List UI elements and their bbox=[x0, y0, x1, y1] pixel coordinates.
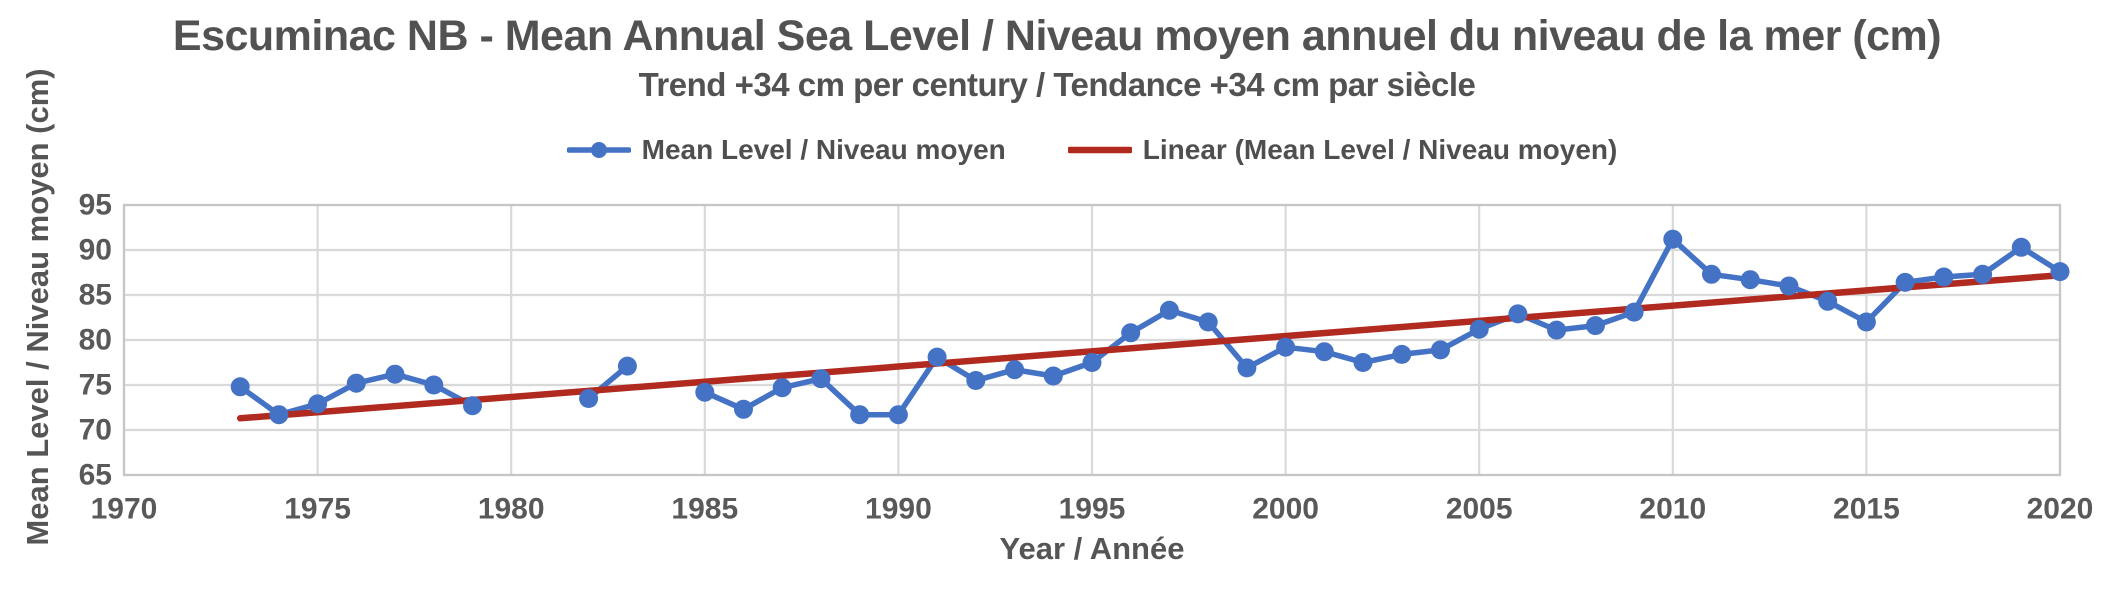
data-point bbox=[1818, 291, 1838, 311]
data-point bbox=[1121, 323, 1141, 343]
data-point bbox=[1895, 272, 1915, 292]
x-axis-tick-label: 1980 bbox=[478, 493, 545, 526]
data-point bbox=[1624, 302, 1644, 322]
y-axis-tick-label: 85 bbox=[79, 279, 112, 312]
y-axis-title: Mean Level / Niveau moyen (cm) bbox=[20, 68, 55, 546]
y-axis-tick-label: 65 bbox=[79, 459, 112, 492]
trend-line bbox=[236, 271, 2064, 422]
plot-border bbox=[122, 203, 2062, 477]
x-axis-title: Year / Année bbox=[999, 531, 1185, 566]
chart-subtitle: Trend +34 cm per century / Tendance +34 … bbox=[638, 66, 1476, 103]
data-point bbox=[385, 364, 405, 384]
data-point bbox=[1276, 337, 1296, 357]
data-point bbox=[1585, 316, 1605, 336]
data-point bbox=[1082, 353, 1102, 372]
data-point bbox=[734, 399, 753, 419]
chart-title: Escuminac NB - Mean Annual Sea Level / N… bbox=[172, 12, 1942, 60]
legend: Mean Level / Niveau moyen Linear (Mean L… bbox=[124, 130, 2060, 170]
x-axis-tick-label: 1970 bbox=[91, 493, 158, 526]
x-axis-tick-label: 1995 bbox=[1059, 493, 1126, 526]
data-point bbox=[1237, 358, 1257, 378]
data-point bbox=[1314, 342, 1334, 362]
y-axis-tick-label: 70 bbox=[79, 414, 112, 447]
data-point bbox=[1740, 270, 1760, 290]
data-point bbox=[1856, 312, 1876, 332]
trend-line-icon bbox=[1067, 146, 1132, 154]
data-point bbox=[1198, 312, 1218, 332]
data-point bbox=[579, 389, 599, 408]
data-point bbox=[1159, 300, 1179, 320]
data-point bbox=[1934, 267, 1954, 287]
y-axis-tick-label: 80 bbox=[79, 324, 112, 357]
data-point bbox=[617, 356, 637, 376]
legend-label: Linear (Mean Level / Niveau moyen) bbox=[1142, 134, 1618, 165]
data-point bbox=[1431, 340, 1450, 360]
data-point bbox=[1353, 353, 1373, 372]
data-point bbox=[695, 382, 715, 402]
x-axis-tick-label: 1975 bbox=[284, 493, 351, 526]
data-point bbox=[927, 347, 947, 367]
data-point bbox=[772, 378, 792, 398]
x-axis-tick-label: 2000 bbox=[1252, 493, 1319, 526]
x-axis-tick-label: 2005 bbox=[1446, 493, 1513, 526]
data-point bbox=[1547, 320, 1567, 340]
data-point bbox=[2011, 237, 2031, 257]
y-axis-tick-label: 95 bbox=[79, 189, 112, 222]
legend-item-trendline: Linear (Mean Level / Niveau moyen) bbox=[1067, 134, 1618, 166]
line-with-marker-icon bbox=[566, 142, 631, 158]
data-point bbox=[269, 405, 289, 425]
data-point bbox=[1392, 344, 1412, 364]
data-point bbox=[1702, 264, 1721, 284]
y-axis-tick-label: 75 bbox=[79, 369, 112, 402]
data-point bbox=[1779, 276, 1799, 296]
data-point bbox=[1043, 366, 1063, 386]
legend-item-mean-level: Mean Level / Niveau moyen bbox=[566, 134, 1006, 166]
x-axis-tick-label: 2020 bbox=[2027, 493, 2094, 526]
data-point bbox=[2050, 262, 2070, 282]
data-point bbox=[1469, 319, 1489, 339]
data-point bbox=[966, 371, 986, 390]
legend-label: Mean Level / Niveau moyen bbox=[641, 134, 1006, 165]
data-point bbox=[1663, 229, 1683, 249]
x-axis-tick-label: 1990 bbox=[865, 493, 932, 526]
data-point bbox=[424, 375, 444, 395]
x-axis-tick-label: 2015 bbox=[1833, 493, 1900, 526]
data-point bbox=[850, 405, 870, 425]
data-point bbox=[811, 369, 831, 389]
data-point bbox=[1508, 304, 1528, 324]
data-point bbox=[1005, 360, 1025, 380]
data-point bbox=[463, 396, 482, 416]
data-point bbox=[346, 373, 366, 393]
y-axis-tick-label: 90 bbox=[79, 234, 112, 267]
data-point bbox=[1973, 264, 1993, 284]
data-point bbox=[308, 394, 328, 414]
data-point bbox=[888, 405, 908, 425]
data-point bbox=[230, 377, 250, 397]
x-axis-tick-label: 2010 bbox=[1639, 493, 1706, 526]
x-axis-tick-label: 1985 bbox=[671, 493, 738, 526]
